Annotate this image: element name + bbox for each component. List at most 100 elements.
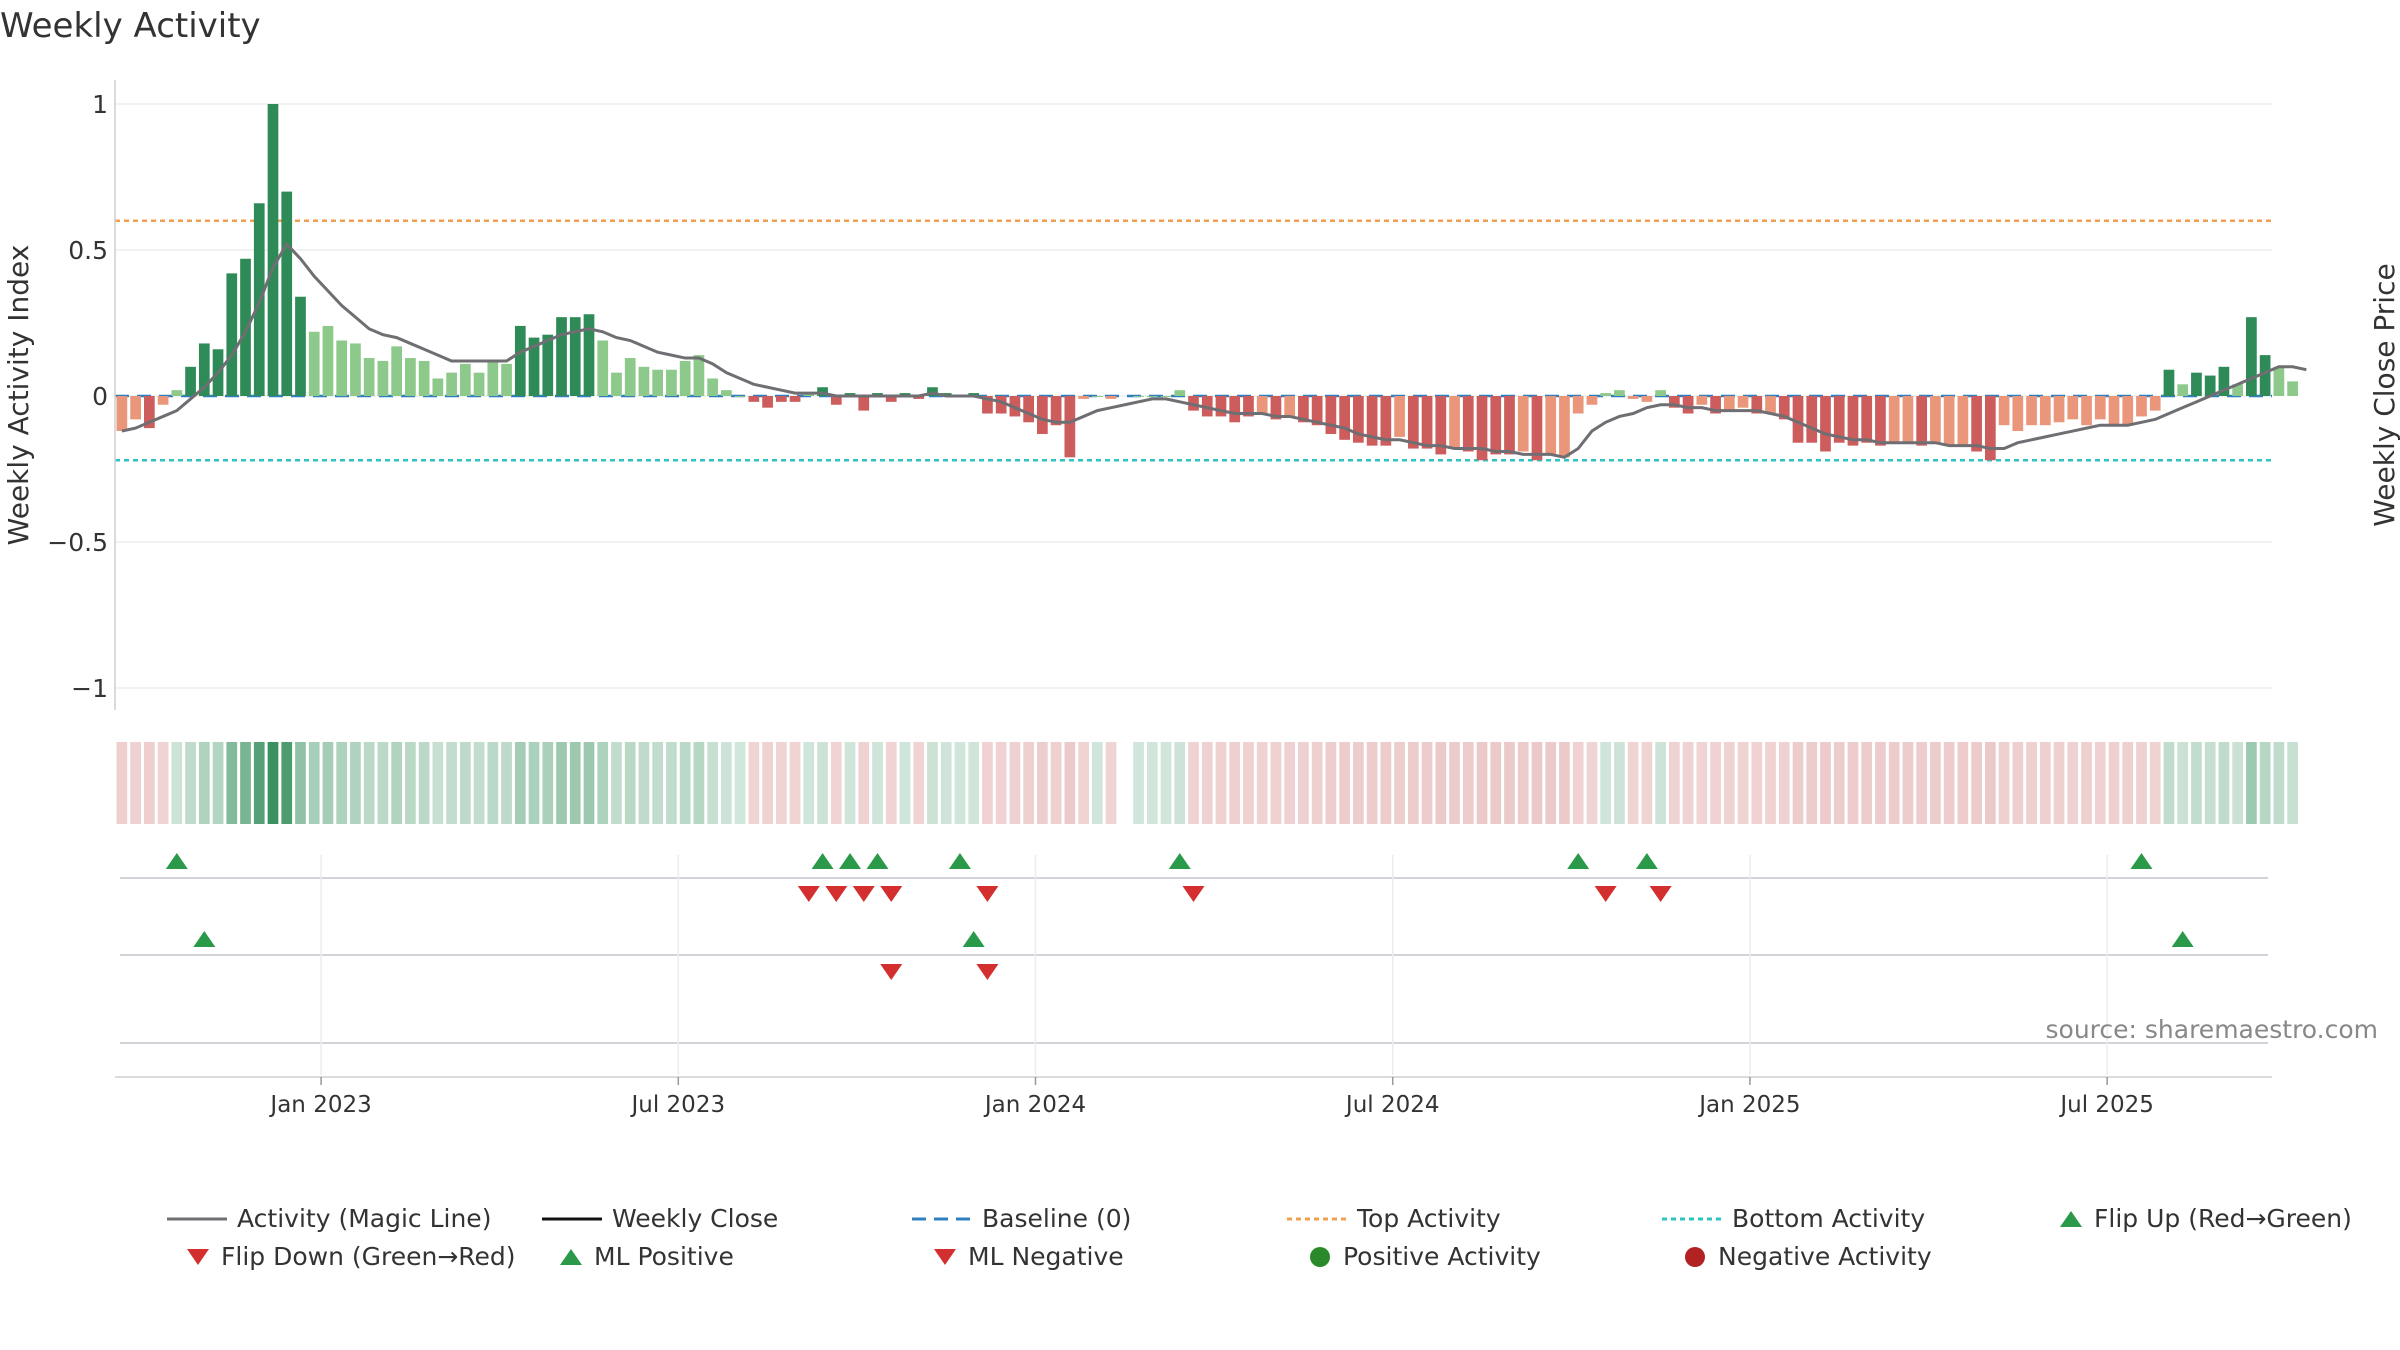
activity-bar [2039,396,2051,426]
heat-cell [514,742,526,824]
activity-bar [185,366,196,396]
heat-cell [762,742,773,824]
legend-swatch [1662,1217,1722,1220]
legend-swatch [542,1217,602,1220]
activity-bar [1037,396,1048,434]
heat-cell [1545,742,1557,824]
heat-cell [363,742,375,824]
legend-item: Negative Activity [1682,1242,1932,1271]
tri-up-swatch [560,1248,582,1265]
activity-bar [748,396,760,402]
heat-cell [446,742,457,824]
activity-bar [1806,396,1818,443]
heat-cell [322,742,334,824]
activity-bar [1160,396,1172,397]
heat-cell [1655,742,1666,824]
weekly-activity-chart: 10.50−0.5−124.0022.0020.0018.0016.0014.0… [2,80,2400,1118]
heat-cell [1778,742,1790,824]
activity-bar [487,360,499,396]
activity-bar [1091,396,1103,397]
activity-bar [1751,396,1763,414]
heat-cell [1380,742,1392,824]
legend-item: Flip Up (Red→Green) [2058,1204,2352,1233]
activity-bar [363,358,375,396]
y-tick-label: 1 [92,90,108,119]
activity-bar [2149,396,2161,411]
heat-cell [1476,742,1488,824]
heat-cell [308,742,320,824]
activity-bar [1256,396,1268,414]
x-tick-label: Jul 2025 [2058,1092,2154,1118]
legend-item: Activity (Magic Line) [167,1204,491,1233]
heat-cell [1339,742,1350,824]
legend-label: Bottom Activity [1732,1204,1926,1233]
legend-item: ML Negative [932,1242,1124,1271]
activity-bar [2094,396,2106,420]
heat-cell [817,742,828,824]
legend-label: Baseline (0) [982,1204,1132,1233]
flip-down-marker [852,886,875,902]
activity-bar [2081,396,2092,426]
source-note: source: sharemaestro.com [2046,1015,2379,1044]
activity-bar [1723,396,1735,411]
heat-cell [1023,742,1034,824]
activity-bar [1325,396,1337,434]
heat-cell [1188,742,1199,824]
heat-cell [198,742,210,824]
chart-title: Weekly Activity [0,6,261,46]
heat-cell [1490,742,1502,824]
heat-cell [1861,742,1873,824]
heat-cell [748,742,760,824]
activity-bar [1353,396,1364,443]
activity-bar [1778,396,1790,420]
heat-cell [528,742,540,824]
axes: 10.50−0.5−124.0022.0020.0018.0016.0014.0… [47,80,116,710]
activity-bar [116,396,128,432]
heat-cell [1957,742,1969,824]
heat-cell [1270,742,1282,824]
activity-bar [1875,396,1886,446]
activity-bar [1298,396,1309,423]
heat-cell [2026,742,2037,824]
heat-cell [1586,742,1598,824]
heat-cell [253,742,265,824]
activity-bar [2218,366,2230,396]
flip-up-marker [866,853,889,869]
heat-cell [734,742,746,824]
activity-bar [1366,396,1378,446]
heat-cell [1820,742,1831,824]
activity-bar [679,360,691,396]
heat-cell [1243,742,1254,824]
activity-heat-strip [116,742,2298,824]
activity-bar [982,396,993,414]
activity-bar [1696,396,1708,405]
heat-cell [2012,742,2024,824]
heat-cell [185,742,196,824]
heat-cell [1449,742,1460,824]
activity-bar [734,396,746,397]
series-lines [121,241,2307,459]
heat-cell [1600,742,1612,824]
legend-item: Bottom Activity [1662,1204,1925,1233]
heat-cell [858,742,870,824]
tri-down-swatch [187,1248,209,1265]
x-tick-label: Jan 2024 [983,1092,1086,1118]
heat-cell [212,742,224,824]
activity-bar [1311,396,1323,426]
heat-cell [707,742,718,824]
heat-cell [2259,742,2271,824]
x-tick-label: Jan 2023 [268,1092,371,1118]
activity-bar [1861,396,1873,443]
heat-cell [2218,742,2230,824]
activity-bar [1710,396,1721,414]
activity-bar [459,363,471,396]
activity-bar [198,343,210,396]
activity-bar [171,390,183,396]
ml-positive-marker [193,931,216,947]
heat-cell [2177,742,2189,824]
heat-cell [1091,742,1103,824]
heat-cell [1998,742,2010,824]
activity-bar [624,358,636,396]
legend-swatch [934,1248,956,1265]
activity-bar [1174,390,1186,396]
